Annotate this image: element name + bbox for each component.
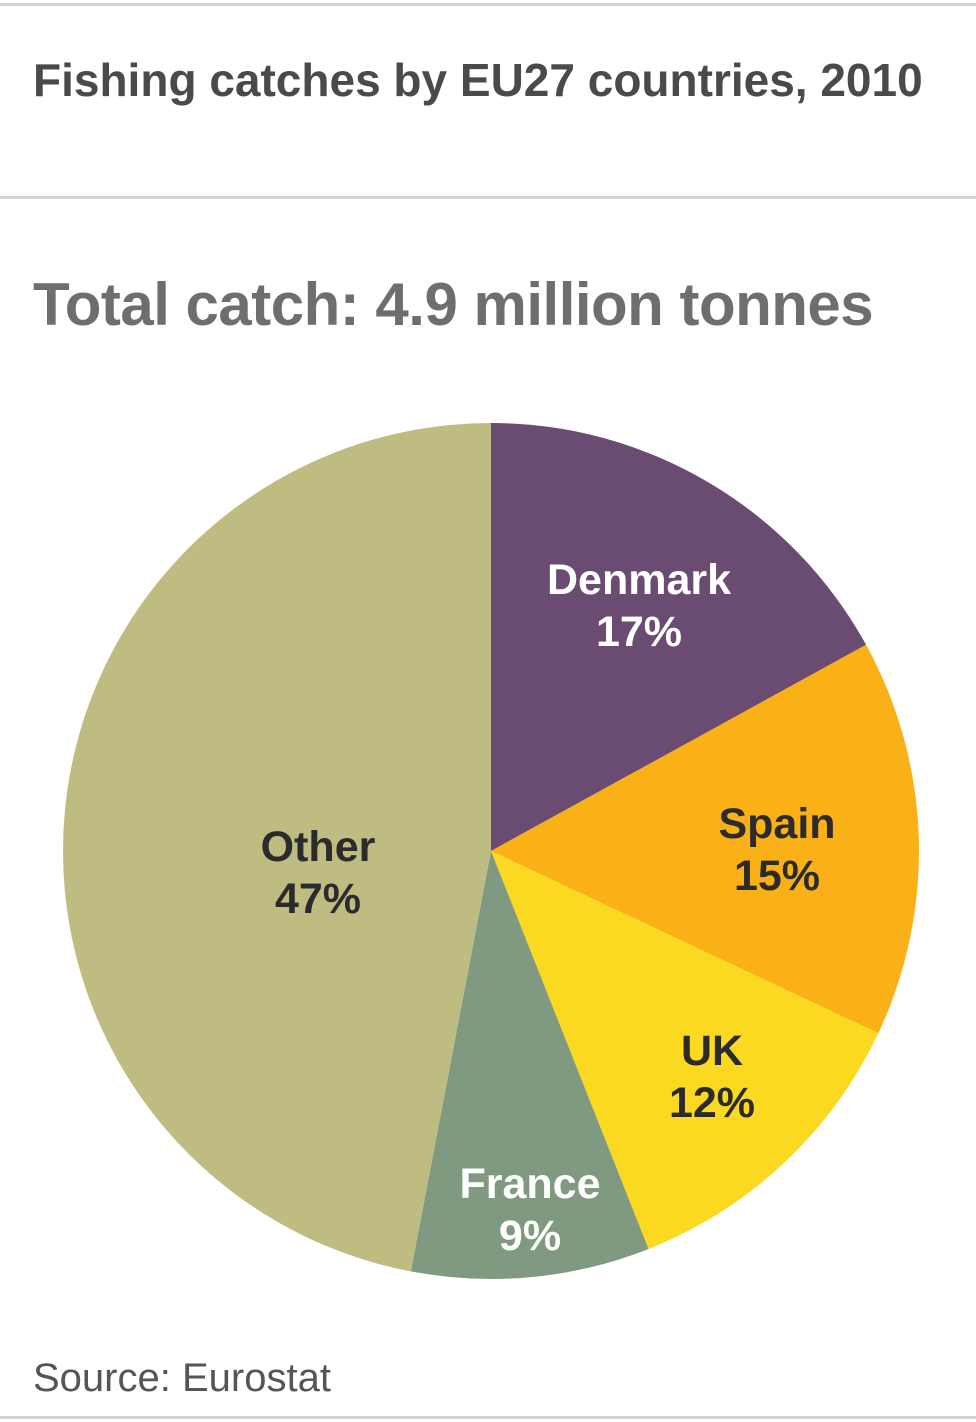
slice-label-spain: Spain 15% xyxy=(718,800,835,900)
total-catch-subtitle: Total catch: 4.9 million tonnes xyxy=(33,271,874,338)
chart-title: Fishing catches by EU27 countries, 2010 xyxy=(33,54,923,106)
svg-text:France: France xyxy=(459,1160,600,1208)
slice-label-france: France 9% xyxy=(459,1160,600,1260)
slice-label-other: Other 47% xyxy=(261,823,376,923)
pie-slices xyxy=(62,422,920,1279)
source-note: Source: Eurostat xyxy=(33,1356,331,1400)
slice-label-denmark: Denmark 17% xyxy=(547,556,731,656)
svg-text:15%: 15% xyxy=(734,852,820,900)
svg-text:47%: 47% xyxy=(275,875,361,923)
pie-slice-other xyxy=(62,423,492,1272)
svg-text:UK: UK xyxy=(681,1027,743,1075)
title-divider xyxy=(0,196,976,199)
pie-slice-france xyxy=(410,851,649,1279)
bottom-divider xyxy=(0,1416,976,1419)
pie-slice-spain xyxy=(491,644,920,1034)
pie-slice-uk xyxy=(491,851,879,1249)
svg-text:12%: 12% xyxy=(669,1079,755,1127)
svg-text:17%: 17% xyxy=(596,608,682,656)
svg-text:Denmark: Denmark xyxy=(547,556,731,604)
svg-text:9%: 9% xyxy=(499,1212,561,1260)
svg-text:Other: Other xyxy=(261,823,376,871)
pie-slice-denmark xyxy=(491,422,867,851)
slice-label-uk: UK 12% xyxy=(669,1027,755,1127)
svg-text:Spain: Spain xyxy=(718,800,835,848)
top-divider xyxy=(0,3,976,6)
